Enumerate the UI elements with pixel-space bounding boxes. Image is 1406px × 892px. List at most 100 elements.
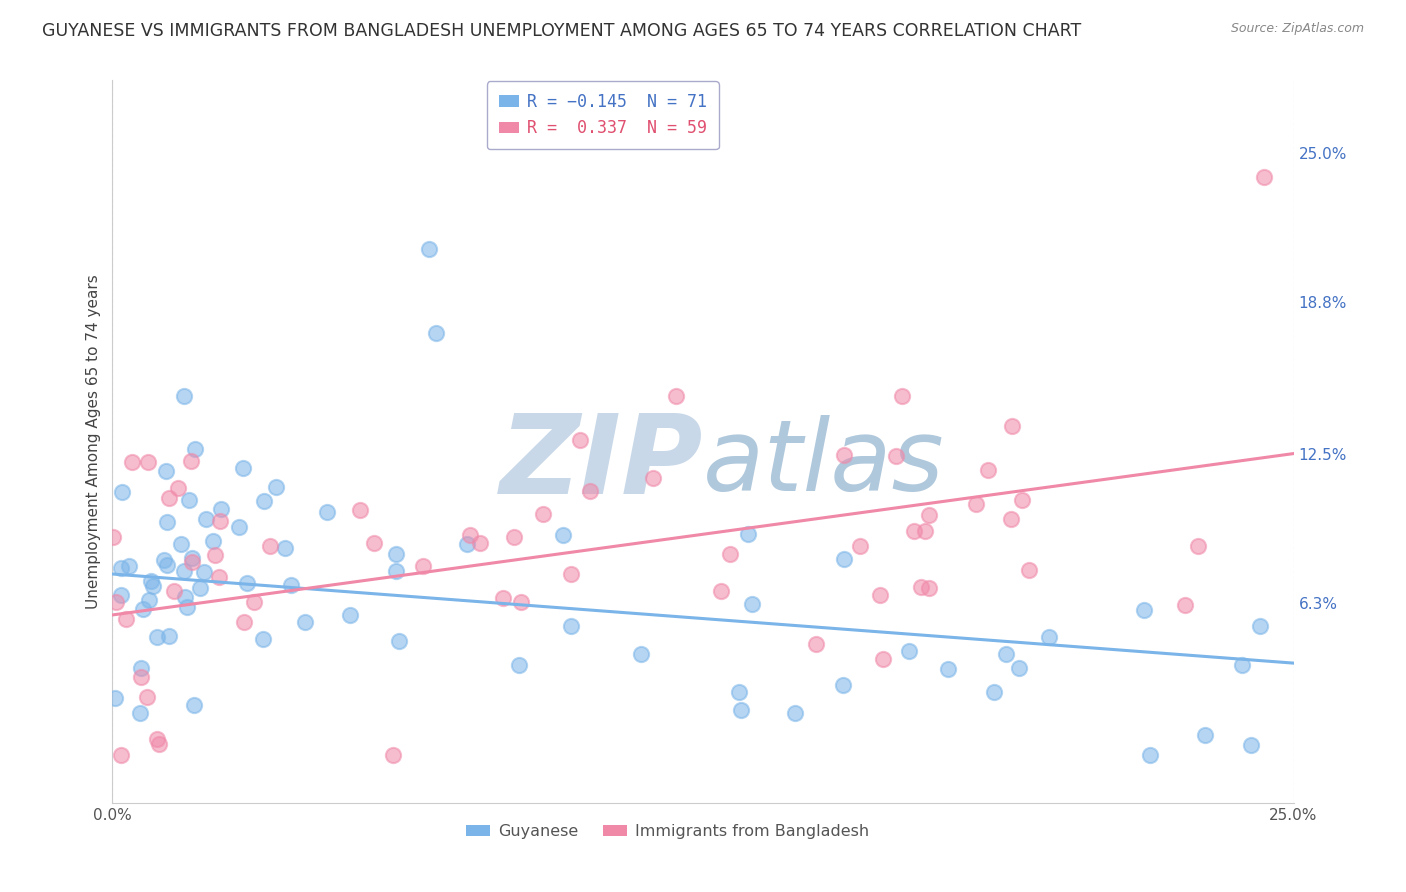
Point bbox=[156, 558, 179, 573]
Point bbox=[983, 685, 1005, 699]
Point bbox=[166, 482, 188, 496]
Point bbox=[209, 502, 232, 516]
Point bbox=[1187, 539, 1209, 553]
Point bbox=[560, 619, 582, 633]
Point bbox=[730, 702, 752, 716]
Point bbox=[910, 580, 932, 594]
Point bbox=[129, 661, 152, 675]
Point bbox=[110, 747, 132, 762]
Point bbox=[665, 389, 688, 403]
Point bbox=[155, 465, 177, 479]
Point bbox=[236, 576, 259, 591]
Point bbox=[918, 508, 941, 523]
Point bbox=[111, 485, 134, 500]
Point bbox=[146, 630, 169, 644]
Point bbox=[458, 527, 481, 541]
Legend: Guyanese, Immigrants from Bangladesh: Guyanese, Immigrants from Bangladesh bbox=[460, 818, 875, 846]
Point bbox=[232, 460, 254, 475]
Point bbox=[103, 530, 125, 544]
Point bbox=[204, 548, 226, 562]
Point bbox=[890, 389, 912, 403]
Point bbox=[121, 455, 143, 469]
Point bbox=[804, 637, 827, 651]
Point bbox=[1008, 661, 1031, 675]
Point bbox=[1174, 598, 1197, 612]
Point bbox=[110, 588, 132, 602]
Point bbox=[183, 442, 205, 456]
Point bbox=[173, 389, 195, 403]
Point bbox=[1132, 603, 1154, 617]
Point bbox=[553, 528, 575, 542]
Point bbox=[385, 548, 408, 562]
Point bbox=[965, 497, 987, 511]
Point bbox=[252, 632, 274, 647]
Point bbox=[208, 570, 231, 584]
Point bbox=[181, 555, 204, 569]
Point bbox=[188, 581, 211, 595]
Point bbox=[110, 560, 132, 574]
Point bbox=[294, 615, 316, 630]
Point bbox=[569, 434, 592, 448]
Point bbox=[148, 737, 170, 751]
Point bbox=[180, 454, 202, 468]
Point bbox=[233, 615, 256, 629]
Point bbox=[193, 565, 215, 579]
Point bbox=[142, 578, 165, 592]
Point bbox=[560, 567, 582, 582]
Point bbox=[903, 524, 925, 538]
Point bbox=[118, 559, 141, 574]
Text: Source: ZipAtlas.com: Source: ZipAtlas.com bbox=[1230, 22, 1364, 36]
Point bbox=[1194, 728, 1216, 742]
Point bbox=[280, 578, 302, 592]
Point bbox=[914, 524, 936, 539]
Point bbox=[132, 602, 155, 616]
Point bbox=[242, 595, 264, 609]
Point bbox=[503, 530, 526, 544]
Point bbox=[1249, 619, 1271, 633]
Point bbox=[104, 690, 127, 705]
Point bbox=[1001, 418, 1024, 433]
Point bbox=[316, 505, 339, 519]
Point bbox=[418, 242, 440, 256]
Point bbox=[128, 706, 150, 720]
Point bbox=[208, 514, 231, 528]
Point bbox=[176, 600, 198, 615]
Point bbox=[349, 503, 371, 517]
Point bbox=[153, 553, 176, 567]
Point bbox=[179, 493, 201, 508]
Point bbox=[1230, 657, 1253, 672]
Point bbox=[508, 658, 530, 673]
Text: ZIP: ZIP bbox=[499, 409, 703, 516]
Point bbox=[139, 574, 162, 588]
Point bbox=[174, 590, 197, 604]
Point bbox=[412, 559, 434, 574]
Point bbox=[183, 698, 205, 712]
Point bbox=[105, 595, 128, 609]
Text: atlas: atlas bbox=[703, 415, 945, 512]
Point bbox=[228, 520, 250, 534]
Point bbox=[510, 595, 533, 609]
Point bbox=[1240, 738, 1263, 752]
Point bbox=[1011, 492, 1033, 507]
Point bbox=[157, 629, 180, 643]
Point bbox=[492, 591, 515, 605]
Point bbox=[783, 706, 806, 720]
Point bbox=[136, 455, 159, 469]
Point bbox=[976, 463, 998, 477]
Point bbox=[425, 326, 447, 341]
Point bbox=[872, 651, 894, 665]
Point bbox=[181, 551, 204, 566]
Point bbox=[384, 564, 406, 578]
Point bbox=[884, 450, 907, 464]
Point bbox=[1253, 169, 1275, 184]
Point bbox=[531, 508, 554, 522]
Point bbox=[849, 539, 872, 553]
Point bbox=[834, 448, 856, 462]
Point bbox=[936, 662, 959, 676]
Point bbox=[741, 597, 763, 611]
Point bbox=[201, 534, 224, 549]
Point bbox=[135, 690, 157, 704]
Point bbox=[918, 581, 941, 595]
Point bbox=[145, 732, 167, 747]
Point bbox=[157, 491, 180, 505]
